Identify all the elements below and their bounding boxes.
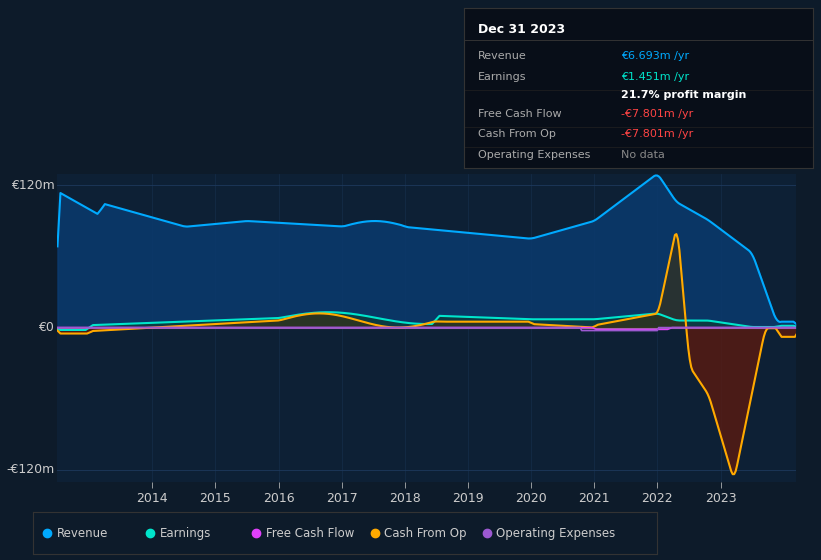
Text: €6.693m /yr: €6.693m /yr (621, 52, 689, 61)
Text: €120m: €120m (11, 179, 54, 192)
Text: Revenue: Revenue (57, 527, 108, 540)
Text: €1.451m /yr: €1.451m /yr (621, 72, 689, 82)
Text: Cash From Op: Cash From Op (478, 129, 556, 139)
Text: Operating Expenses: Operating Expenses (497, 527, 616, 540)
Text: -€7.801m /yr: -€7.801m /yr (621, 109, 693, 119)
Text: Cash From Op: Cash From Op (384, 527, 466, 540)
Text: Dec 31 2023: Dec 31 2023 (478, 23, 565, 36)
Text: Operating Expenses: Operating Expenses (478, 150, 590, 160)
Text: Free Cash Flow: Free Cash Flow (265, 527, 354, 540)
Text: Earnings: Earnings (478, 72, 526, 82)
Text: No data: No data (621, 150, 665, 160)
Text: -€120m: -€120m (6, 463, 54, 476)
Text: -€7.801m /yr: -€7.801m /yr (621, 129, 693, 139)
Text: Earnings: Earnings (159, 527, 211, 540)
Text: 21.7% profit margin: 21.7% profit margin (621, 90, 746, 100)
Text: Free Cash Flow: Free Cash Flow (478, 109, 562, 119)
Text: €0: €0 (39, 321, 54, 334)
Text: Revenue: Revenue (478, 52, 526, 61)
